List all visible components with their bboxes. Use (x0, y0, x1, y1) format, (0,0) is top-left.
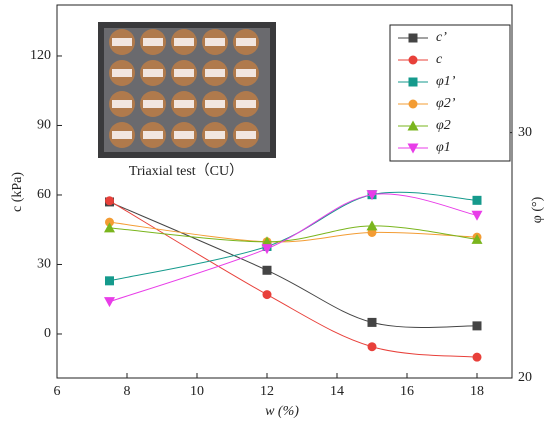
y-axis-label: c (kPa) (10, 172, 25, 212)
specimen-label (205, 38, 225, 46)
y-tick-label: 0 (44, 326, 51, 341)
marker (366, 220, 378, 231)
specimen-label (112, 38, 132, 46)
legend-label: c (436, 52, 443, 67)
series-line (109, 193, 478, 303)
marker (407, 120, 419, 131)
legend-label: φ1 (436, 140, 451, 155)
specimen-label (112, 69, 132, 77)
series-line (109, 225, 478, 243)
marker (408, 99, 418, 109)
marker (408, 55, 418, 65)
specimen-label (205, 131, 225, 139)
specimen-label (236, 69, 256, 77)
specimen-label (174, 38, 194, 46)
specimen-label (143, 131, 163, 139)
marker (262, 265, 272, 275)
marker (261, 244, 273, 255)
x-tick-label: 6 (54, 384, 61, 399)
y-tick-label: 30 (37, 257, 51, 272)
marker (472, 321, 482, 331)
x-tick-label: 8 (124, 384, 131, 399)
series-line (109, 191, 478, 282)
specimen-label (143, 38, 163, 46)
y2-tick-label: 30 (518, 125, 532, 140)
marker (262, 290, 272, 300)
marker (105, 217, 114, 227)
specimen-label (174, 131, 194, 139)
series-line (109, 200, 478, 358)
marker (105, 276, 114, 286)
specimen-label (112, 131, 132, 139)
legend-label: φ1’ (436, 74, 456, 89)
y-tick-label: 120 (30, 48, 51, 63)
marker (407, 143, 419, 154)
marker (104, 297, 115, 308)
y2-tick-label: 20 (518, 370, 532, 385)
y-tick-label: 90 (37, 118, 51, 133)
marker (105, 196, 114, 206)
specimen-label (174, 100, 194, 108)
specimen-label (205, 100, 225, 108)
y-tick-label: 60 (37, 187, 51, 202)
specimen-label (143, 100, 163, 108)
marker (408, 77, 418, 87)
marker (261, 236, 273, 247)
marker (472, 195, 482, 205)
x-tick-label: 14 (330, 384, 344, 399)
marker (408, 33, 418, 43)
legend-box (389, 24, 511, 162)
marker (471, 233, 483, 244)
x-tick-label: 10 (190, 384, 204, 399)
x-tick-label: 18 (470, 384, 484, 399)
x-tick-label: 16 (400, 384, 414, 399)
specimen-label (236, 38, 256, 46)
specimen-label (112, 100, 132, 108)
annotation: Triaxial test（CU） (129, 163, 243, 179)
specimen-label (143, 69, 163, 77)
marker (472, 352, 482, 362)
legend-label: c’ (436, 30, 447, 45)
specimen-label (205, 69, 225, 77)
marker (366, 190, 378, 201)
photo-inset (98, 22, 276, 158)
plot-frame (56, 4, 513, 379)
series-line (109, 221, 478, 243)
legend-label: φ2’ (436, 96, 456, 111)
marker (471, 210, 483, 221)
x-axis-label: w (%) (265, 404, 299, 419)
marker (367, 342, 377, 352)
marker (367, 317, 377, 327)
legend-label: φ2 (436, 118, 451, 133)
legend: c’ c φ1’ φ2’ φ2 φ1 (389, 24, 511, 162)
y2-axis-label: φ (°) (530, 196, 545, 223)
marker (104, 222, 115, 233)
series-line (109, 201, 478, 328)
specimen-label (236, 100, 256, 108)
x-tick-label: 12 (260, 384, 274, 399)
specimen-label (174, 69, 194, 77)
specimen-label (236, 131, 256, 139)
